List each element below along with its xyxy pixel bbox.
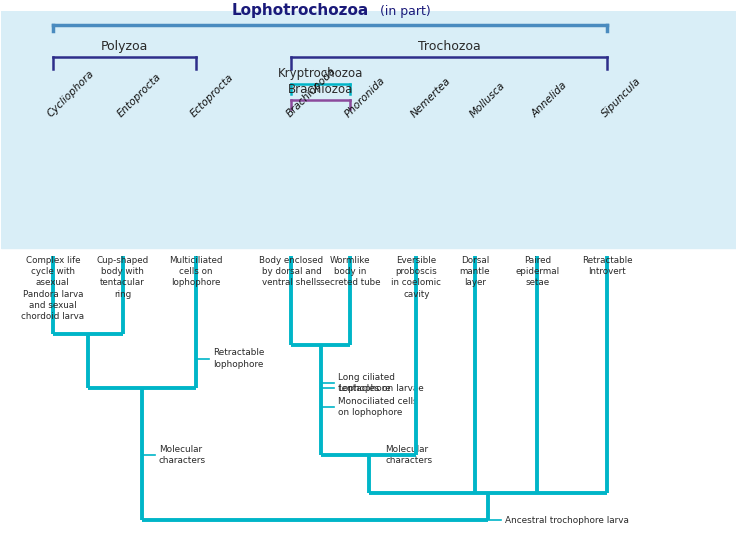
Text: Phoronida: Phoronida	[343, 75, 387, 119]
Text: Brachiopoda: Brachiopoda	[284, 66, 338, 119]
Text: Lophophore: Lophophore	[338, 383, 391, 393]
Text: Retractable
lophophore: Retractable lophophore	[213, 348, 265, 369]
Text: Ancestral trochophore larva: Ancestral trochophore larva	[505, 516, 629, 525]
Text: Lophotrochozoa: Lophotrochozoa	[232, 3, 369, 18]
Text: Molecular
characters: Molecular characters	[158, 445, 206, 466]
Text: Sipuncula: Sipuncula	[600, 76, 643, 119]
Text: Ectoprocta: Ectoprocta	[189, 72, 236, 119]
Text: Mollusca: Mollusca	[468, 80, 507, 119]
Text: Wormlike
body in
secreted tube: Wormlike body in secreted tube	[320, 256, 380, 288]
Text: Complex life
cycle with
asexual
Pandora larva
and sexual
chordoid larva: Complex life cycle with asexual Pandora …	[21, 256, 84, 321]
Text: Molecular
characters: Molecular characters	[385, 445, 433, 466]
Text: Retractable
Introvert: Retractable Introvert	[582, 256, 632, 277]
Text: Body enclosed
by dorsal and
ventral shells: Body enclosed by dorsal and ventral shel…	[259, 256, 324, 288]
Text: Annelida: Annelida	[531, 80, 570, 119]
Text: Polyzoa: Polyzoa	[101, 40, 148, 53]
Text: Nemertea: Nemertea	[409, 75, 453, 119]
Text: Long ciliated
tentacles on larvae: Long ciliated tentacles on larvae	[338, 372, 424, 393]
Text: Multiciliated
cells on
lophophore: Multiciliated cells on lophophore	[170, 256, 223, 288]
Text: Dorsal
mantle
layer: Dorsal mantle layer	[460, 256, 490, 288]
Text: (in part): (in part)	[376, 5, 430, 18]
Bar	[1, 12, 736, 248]
Text: Kryptrochozoa: Kryptrochozoa	[278, 67, 363, 80]
Text: Cycliophora: Cycliophora	[46, 68, 97, 119]
Text: Cup-shaped
body with
tentacular
ring: Cup-shaped body with tentacular ring	[97, 256, 149, 299]
Text: Entoprocta: Entoprocta	[116, 72, 163, 119]
Text: Trochozoa: Trochozoa	[418, 40, 481, 53]
Text: Brachiozoa: Brachiozoa	[288, 83, 354, 96]
Text: Monociliated cells
on lophophore: Monociliated cells on lophophore	[338, 397, 417, 417]
Text: Paired
epidermal
setae: Paired epidermal setae	[515, 256, 559, 288]
Text: Eversible
proboscis
in coelomic
cavity: Eversible proboscis in coelomic cavity	[391, 256, 441, 299]
